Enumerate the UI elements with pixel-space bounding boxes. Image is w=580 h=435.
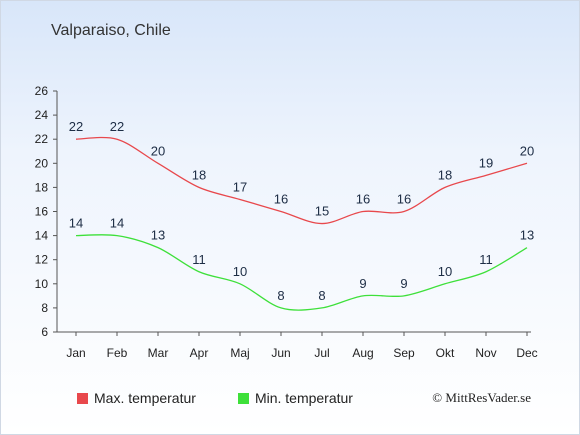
y-tick-label: 24 bbox=[35, 108, 49, 122]
legend-label-max: Max. temperatur bbox=[94, 390, 196, 406]
y-tick-label: 18 bbox=[35, 180, 49, 194]
chart-title: Valparaiso, Chile bbox=[51, 22, 171, 39]
y-tick-label: 10 bbox=[35, 277, 49, 291]
x-tick-label: Jun bbox=[271, 346, 290, 360]
legend-swatch-max bbox=[77, 392, 88, 404]
y-tick-label: 8 bbox=[41, 301, 48, 315]
data-label-min: 10 bbox=[233, 264, 247, 279]
data-label-max: 20 bbox=[520, 143, 534, 158]
y-tick-label: 20 bbox=[35, 156, 49, 170]
legend-label-min: Min. temperatur bbox=[254, 390, 353, 406]
x-tick-label: Feb bbox=[107, 346, 128, 360]
data-label-max: 15 bbox=[315, 204, 329, 219]
x-tick-label: Jul bbox=[314, 346, 329, 360]
data-label-min: 14 bbox=[69, 216, 83, 231]
data-label-min: 10 bbox=[438, 264, 452, 279]
y-tick-label: 22 bbox=[35, 132, 49, 146]
data-label-max: 18 bbox=[192, 167, 206, 182]
legend-item-max: Max. temperatur bbox=[77, 390, 196, 406]
data-label-max: 19 bbox=[479, 155, 493, 170]
data-label-max: 16 bbox=[356, 192, 370, 207]
data-label-min: 9 bbox=[359, 276, 366, 291]
data-label-max: 22 bbox=[69, 119, 83, 134]
x-tick-label: Jan bbox=[66, 346, 85, 360]
data-label-min: 11 bbox=[192, 252, 206, 267]
data-label-min: 8 bbox=[318, 288, 325, 303]
y-tick-label: 14 bbox=[35, 229, 49, 243]
data-label-min: 8 bbox=[277, 288, 284, 303]
x-tick-label: Sep bbox=[393, 346, 415, 360]
data-label-max: 18 bbox=[438, 167, 452, 182]
x-tick-label: Maj bbox=[230, 346, 249, 360]
series-max-line bbox=[75, 136, 528, 225]
data-label-max: 17 bbox=[233, 179, 247, 194]
legend-swatch-min bbox=[237, 392, 249, 404]
x-tick-label: Mar bbox=[148, 346, 169, 360]
data-label-max: 22 bbox=[110, 119, 124, 134]
y-tick-label: 12 bbox=[35, 253, 49, 267]
data-label-min: 11 bbox=[479, 252, 493, 267]
y-tick-label: 26 bbox=[35, 84, 49, 98]
series-min-line bbox=[75, 234, 528, 311]
data-label-min: 13 bbox=[151, 228, 165, 243]
x-tick-label: Nov bbox=[475, 346, 496, 360]
data-label-min: 14 bbox=[110, 216, 124, 231]
x-tick-label: Aug bbox=[352, 346, 373, 360]
legend-item-min: Min. temperatur bbox=[237, 390, 353, 406]
data-label-max: 16 bbox=[274, 192, 288, 207]
credit-text: © MittResVader.se bbox=[432, 390, 531, 405]
data-label-max: 16 bbox=[397, 192, 411, 207]
y-tick-label: 16 bbox=[35, 205, 49, 219]
x-tick-label: Apr bbox=[190, 346, 209, 360]
x-tick-label: Okt bbox=[436, 346, 455, 360]
data-label-min: 9 bbox=[400, 276, 407, 291]
legend: Max. temperatur Min. temperatur bbox=[77, 390, 395, 406]
y-tick-label: 6 bbox=[41, 325, 48, 339]
data-label-max: 20 bbox=[151, 143, 165, 158]
x-tick-label: Dec bbox=[516, 346, 537, 360]
data-label-min: 13 bbox=[520, 228, 534, 243]
